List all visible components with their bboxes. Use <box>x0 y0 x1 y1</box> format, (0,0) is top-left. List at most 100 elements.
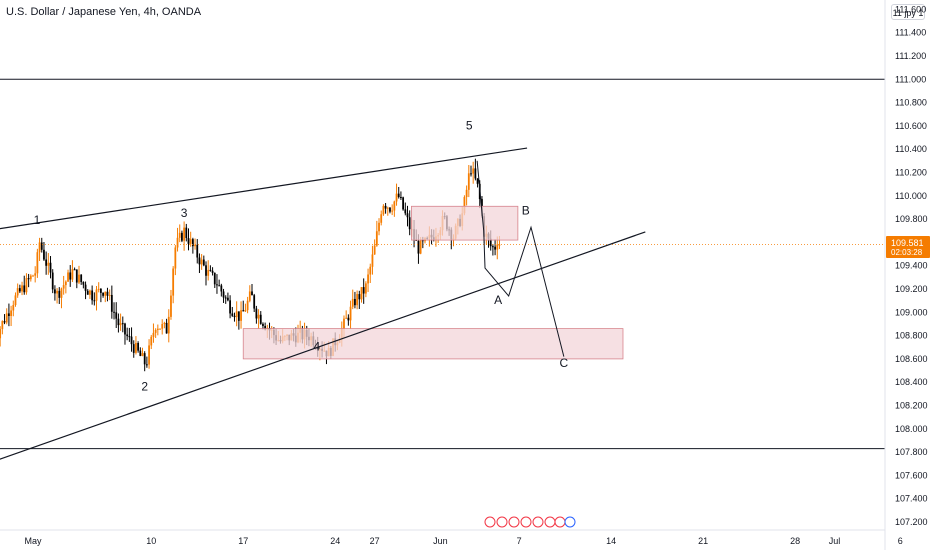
trendline <box>0 147 528 230</box>
candle-body <box>345 317 348 319</box>
time-tick-label: 21 <box>698 536 708 546</box>
supply-demand-zone <box>411 205 519 241</box>
candle-body <box>117 318 120 326</box>
candle-body <box>494 246 496 250</box>
candle-body <box>51 272 54 290</box>
price-tick-label: 107.200 <box>895 517 928 527</box>
candle-body <box>207 269 210 276</box>
candle-body <box>170 295 172 317</box>
wave-label: 3 <box>181 206 188 220</box>
candle-body <box>246 300 249 311</box>
candle-body <box>58 290 61 298</box>
candle-body <box>360 287 363 300</box>
candle-body <box>154 329 157 333</box>
wave-label: 4 <box>313 340 320 354</box>
price-axis[interactable]: 111.600 111.400 111.200 111.000 110.800 110.6… <box>895 4 928 527</box>
candle-body <box>152 332 155 337</box>
candle-body <box>419 239 422 254</box>
price-tick-label: 108.000 <box>895 424 928 434</box>
candle-body <box>69 272 72 280</box>
price-tick-label: 109.400 <box>895 261 928 271</box>
candle-body <box>12 304 15 311</box>
candle-body <box>472 168 475 174</box>
wave-label: 5 <box>466 118 473 132</box>
candle-body <box>121 323 124 325</box>
time-tick-label: 17 <box>238 536 248 546</box>
candle-body <box>362 287 365 294</box>
candle-body <box>106 291 109 296</box>
candle-body <box>113 311 115 313</box>
candle-body <box>110 294 113 312</box>
candle-body <box>40 242 43 250</box>
candle-body <box>465 189 468 198</box>
candle-body <box>384 205 387 209</box>
candle-body <box>60 288 63 298</box>
time-tick-label: 6 <box>898 536 903 546</box>
candle-body <box>240 310 242 321</box>
candle-body <box>194 244 196 247</box>
event-icon <box>532 516 544 528</box>
candle-body <box>402 197 405 210</box>
candle-body <box>178 232 181 238</box>
candle-body <box>253 295 256 309</box>
candle-body <box>222 291 225 298</box>
candle-body <box>198 257 201 265</box>
price-tick-label: 110.400 <box>895 144 927 154</box>
event-icon <box>484 516 496 528</box>
candle-body <box>229 300 231 314</box>
candle-body <box>86 290 89 295</box>
candle-body <box>176 237 179 248</box>
candle-body <box>159 328 161 330</box>
event-icon <box>544 516 556 528</box>
candle-body <box>34 273 37 276</box>
time-tick-label: 28 <box>790 536 800 546</box>
candle-body <box>62 285 65 289</box>
candle-body <box>16 288 19 296</box>
candle-body <box>354 298 356 306</box>
event-icons[interactable] <box>484 516 576 528</box>
candle-body <box>130 336 133 345</box>
candle-body <box>89 290 91 295</box>
candle-body <box>5 313 8 323</box>
candle-body <box>38 242 41 253</box>
candle-body <box>56 290 58 294</box>
candle-body <box>408 217 411 230</box>
time-tick-label: 27 <box>370 536 380 546</box>
candle-body <box>108 294 111 296</box>
price-tick-label: 111.200 <box>895 51 926 61</box>
candle-body <box>489 238 492 247</box>
candle-body <box>356 294 359 306</box>
candle-body <box>220 285 223 292</box>
candle-body <box>82 281 85 285</box>
countdown-value: 02:03:28 <box>891 248 923 257</box>
candle-body <box>45 259 48 266</box>
symbol-badge[interactable]: 11 jpy 1 <box>891 4 925 20</box>
candle-body <box>93 300 96 302</box>
time-tick-label: 10 <box>146 536 156 546</box>
chart-title: U.S. Dollar / Japanese Yen, 4h, OANDA <box>6 6 202 18</box>
candle-body <box>150 336 153 346</box>
candle-body <box>358 294 361 300</box>
candle-body <box>262 323 264 327</box>
candle-body <box>351 298 354 307</box>
candle-body <box>393 201 396 211</box>
candle-body <box>187 238 190 244</box>
candle-body <box>18 288 21 292</box>
candle-body <box>185 227 188 239</box>
time-tick-label: 7 <box>517 536 522 546</box>
candle-body <box>211 270 214 273</box>
candle-body <box>137 342 140 351</box>
candle-body <box>244 310 247 312</box>
candle-body <box>347 317 350 321</box>
candle-body <box>380 214 383 223</box>
candle-body <box>259 314 262 324</box>
candle-body <box>181 232 183 241</box>
candle-body <box>251 291 253 296</box>
candle-body <box>189 239 192 244</box>
time-axis[interactable]: May 10 17 24 27 Jun 7 14 21 28 Jul 6 <box>24 536 902 546</box>
event-icon <box>564 516 576 528</box>
time-tick-label: Jun <box>433 536 448 546</box>
candle-body <box>216 284 218 286</box>
candle-body <box>64 281 67 286</box>
